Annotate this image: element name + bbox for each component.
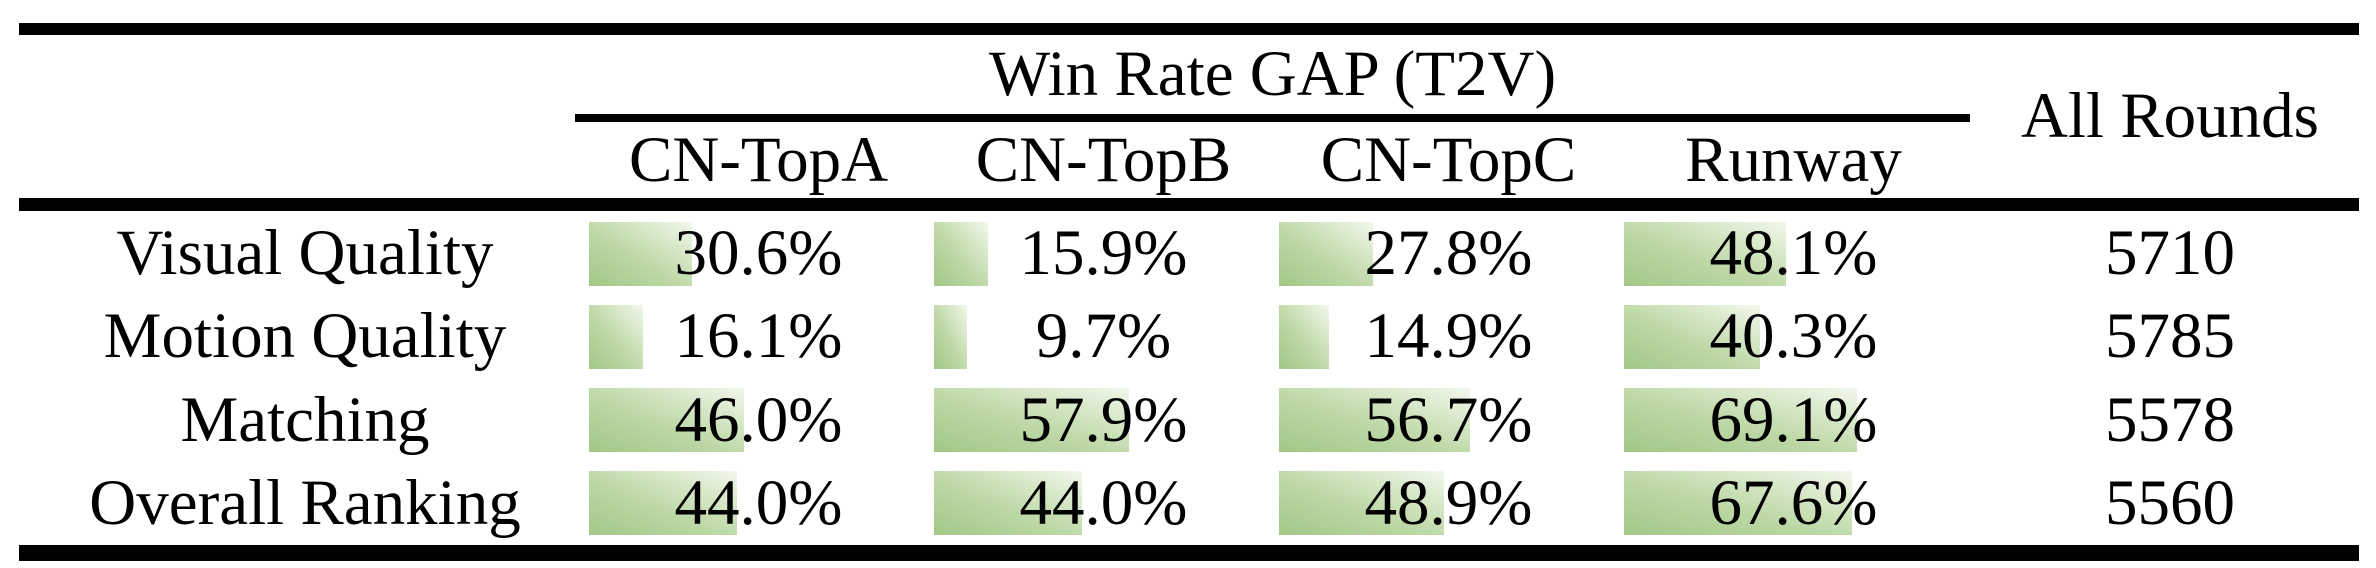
win-rate-bar bbox=[1279, 471, 1444, 536]
win-rate-value: 46.0% bbox=[674, 383, 843, 456]
win-rate-cell: 16.1% bbox=[586, 295, 931, 378]
win-rate-bar bbox=[934, 471, 1083, 536]
win-rate-cell: 15.9% bbox=[931, 212, 1276, 295]
all-rounds-value: 5710 bbox=[2105, 217, 2235, 290]
win-rate-value: 48.9% bbox=[1364, 466, 1533, 539]
win-rate-value: 27.8% bbox=[1364, 217, 1533, 290]
win-rate-cell: 48.9% bbox=[1276, 462, 1621, 545]
all-rounds-header: All Rounds bbox=[2021, 80, 2319, 152]
all-rounds-value: 5785 bbox=[2105, 300, 2235, 373]
table-body: Visual Quality 30.6% 15.9% 27.8% 48.1% 5… bbox=[0, 212, 2376, 545]
win-rate-cell: 67.6% bbox=[1621, 462, 1966, 545]
column-header-cn-topb: CN-TopB bbox=[975, 123, 1232, 196]
win-rate-bar bbox=[589, 221, 693, 286]
win-rate-cell: 48.1% bbox=[1621, 212, 1966, 295]
win-rate-bar bbox=[1624, 471, 1852, 536]
win-rate-value: 16.1% bbox=[674, 300, 843, 373]
win-rate-bar bbox=[1624, 221, 1787, 286]
win-rate-cell: 27.8% bbox=[1276, 212, 1621, 295]
win-rate-cell: 46.0% bbox=[586, 379, 931, 462]
column-header-runway: Runway bbox=[1685, 123, 1902, 196]
win-rate-value: 14.9% bbox=[1364, 300, 1533, 373]
bottom-rule bbox=[19, 545, 2359, 561]
win-rate-bar bbox=[1279, 388, 1471, 453]
win-rate-bar bbox=[1624, 304, 1760, 369]
win-rate-value: 57.9% bbox=[1019, 383, 1188, 456]
win-rate-value: 44.0% bbox=[1019, 466, 1188, 539]
win-rate-bar bbox=[589, 471, 738, 536]
win-rate-cell: 14.9% bbox=[1276, 295, 1621, 378]
row-label: Matching bbox=[180, 383, 430, 456]
win-rate-value: 69.1% bbox=[1709, 383, 1878, 456]
group-header: Win Rate GAP (T2V) bbox=[988, 38, 1557, 110]
win-rate-value: 40.3% bbox=[1709, 300, 1878, 373]
win-rate-cell: 57.9% bbox=[931, 379, 1276, 462]
row-overall-ranking: Overall Ranking 44.0% 44.0% 48.9% 67.6% … bbox=[0, 462, 2376, 545]
win-rate-bar bbox=[1624, 388, 1857, 453]
column-header-cn-topa: CN-TopA bbox=[628, 123, 889, 196]
row-label: Visual Quality bbox=[116, 217, 494, 290]
win-rate-value: 48.1% bbox=[1709, 217, 1878, 290]
top-rule bbox=[19, 23, 2359, 35]
column-header-cn-topc: CN-TopC bbox=[1320, 123, 1577, 196]
win-rate-value: 15.9% bbox=[1019, 217, 1188, 290]
win-rate-cell: 56.7% bbox=[1276, 379, 1621, 462]
win-rate-cell: 30.6% bbox=[586, 212, 931, 295]
win-rate-value: 44.0% bbox=[674, 466, 843, 539]
win-rate-value: 67.6% bbox=[1709, 466, 1878, 539]
win-rate-cell: 9.7% bbox=[931, 295, 1276, 378]
row-label: Overall Ranking bbox=[89, 466, 521, 539]
row-visual-quality: Visual Quality 30.6% 15.9% 27.8% 48.1% 5… bbox=[0, 212, 2376, 295]
win-rate-bar bbox=[1279, 221, 1373, 286]
row-motion-quality: Motion Quality 16.1% 9.7% 14.9% 40.3% 57… bbox=[0, 295, 2376, 378]
win-rate-cell: 44.0% bbox=[931, 462, 1276, 545]
win-rate-bar bbox=[934, 304, 967, 369]
win-rate-value: 9.7% bbox=[1035, 300, 1172, 373]
all-rounds-value: 5560 bbox=[2105, 466, 2235, 539]
win-rate-bar bbox=[589, 388, 744, 453]
win-rate-cell: 69.1% bbox=[1621, 379, 1966, 462]
win-rate-bar bbox=[934, 388, 1130, 453]
header-rule bbox=[19, 198, 2359, 211]
win-rate-cell: 40.3% bbox=[1621, 295, 1966, 378]
win-rate-value: 56.7% bbox=[1364, 383, 1533, 456]
row-label: Motion Quality bbox=[103, 300, 507, 373]
row-matching: Matching 46.0% 57.9% 56.7% 69.1% 5578 bbox=[0, 379, 2376, 462]
win-rate-value: 30.6% bbox=[674, 217, 843, 290]
win-rate-bar bbox=[589, 304, 644, 369]
group-header-rule bbox=[575, 114, 1970, 122]
win-rate-cell: 44.0% bbox=[586, 462, 931, 545]
win-rate-bar bbox=[1279, 304, 1330, 369]
all-rounds-value: 5578 bbox=[2105, 383, 2235, 456]
win-rate-bar bbox=[934, 221, 988, 286]
